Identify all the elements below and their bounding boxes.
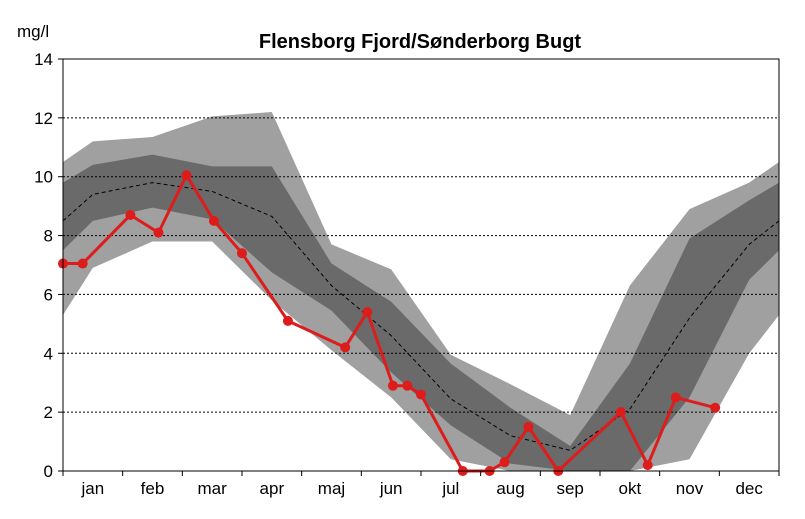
data-point: [153, 227, 164, 238]
x-tick-label: jun: [379, 479, 403, 498]
x-tick-label: nov: [676, 479, 704, 498]
data-point: [499, 457, 510, 468]
data-point: [523, 421, 534, 432]
y-tick-label: 14: [34, 50, 53, 69]
y-tick-label: 12: [34, 109, 53, 128]
chart-title: Flensborg Fjord/Sønderborg Bugt: [259, 31, 582, 53]
x-tick-label: jan: [80, 479, 104, 498]
plot-area: 0 2 4 6 8 10 12 14 jan feb mar apr maj jun jul aug sep o…: [34, 50, 780, 498]
data-point: [362, 307, 373, 318]
y-axis-label: mg/l: [17, 22, 49, 41]
y-tick-label: 8: [44, 227, 53, 246]
x-tick-label: dec: [735, 479, 763, 498]
y-tick-label: 0: [44, 462, 53, 481]
data-point: [282, 315, 293, 326]
x-tick-label: aug: [496, 479, 524, 498]
x-tick-label: feb: [141, 479, 165, 498]
series-layer: [58, 170, 721, 476]
grid-lines: [63, 117, 779, 413]
y-tick-label: 2: [44, 403, 53, 422]
data-point: [125, 209, 136, 220]
data-point: [181, 170, 192, 181]
data-point: [416, 389, 426, 400]
x-tick-label: apr: [260, 479, 285, 498]
data-point: [77, 258, 88, 269]
x-tick-label: sep: [556, 479, 583, 498]
y-axis: 0 2 4 6 8 10 12 14: [34, 50, 63, 481]
data-point: [387, 380, 398, 391]
data-point: [710, 402, 721, 413]
x-axis: jan feb mar apr maj jun jul aug sep okt nov dec: [62, 471, 780, 498]
data-point: [340, 342, 351, 353]
y-tick-label: 10: [34, 168, 53, 187]
data-point: [402, 380, 413, 391]
bands: [63, 112, 779, 471]
x-tick-label: mar: [198, 479, 228, 498]
data-point: [642, 460, 653, 471]
y-tick-label: 6: [44, 285, 53, 304]
data-point: [208, 215, 219, 226]
y-tick-label: 4: [44, 344, 53, 363]
inner-band: [63, 154, 779, 471]
x-tick-label: maj: [318, 479, 345, 498]
data-point: [237, 248, 247, 259]
data-point: [670, 392, 681, 403]
data-point: [615, 407, 626, 418]
x-tick-label: okt: [618, 479, 641, 498]
series-line: [63, 173, 716, 473]
x-tick-label: jul: [441, 479, 459, 498]
